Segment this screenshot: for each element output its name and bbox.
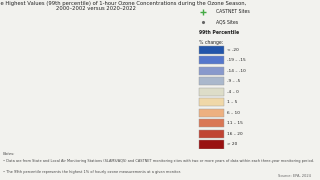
Text: % change:: % change: [199,40,223,45]
Text: 11 – 15: 11 – 15 [227,122,243,125]
FancyBboxPatch shape [199,140,224,148]
Text: -4 – 0: -4 – 0 [227,90,239,94]
Text: 1 – 5: 1 – 5 [227,100,237,104]
FancyBboxPatch shape [199,46,224,54]
FancyBboxPatch shape [199,56,224,64]
Text: AQS Sites: AQS Sites [216,19,238,24]
Text: > 20: > 20 [227,143,237,147]
Text: 2000–2002 versus 2020–2022: 2000–2002 versus 2020–2022 [56,6,136,11]
Text: Source: EPA, 2024: Source: EPA, 2024 [277,174,310,178]
Text: < -20: < -20 [227,48,239,52]
Text: 6 – 10: 6 – 10 [227,111,240,115]
FancyBboxPatch shape [199,119,224,127]
Text: -14 – -10: -14 – -10 [227,69,246,73]
FancyBboxPatch shape [199,130,224,138]
Text: Percent Change in the Highest Values (99th percentile) of 1-hour Ozone Concentra: Percent Change in the Highest Values (99… [0,1,247,6]
FancyBboxPatch shape [199,109,224,117]
FancyBboxPatch shape [199,77,224,85]
Text: -9 – -5: -9 – -5 [227,79,240,83]
Text: -19 – -15: -19 – -15 [227,58,246,62]
Text: CASTNET Sites: CASTNET Sites [216,9,250,14]
FancyBboxPatch shape [199,67,224,75]
Text: • Data are from State and Local Air Monitoring Stations (SLAMS/AQS) and CASTNET : • Data are from State and Local Air Moni… [3,159,314,163]
FancyBboxPatch shape [199,98,224,106]
Text: • The 99th percentile represents the highest 1% of hourly ozone measurements at : • The 99th percentile represents the hig… [3,170,181,174]
FancyBboxPatch shape [199,88,224,96]
Text: 99th Percentile: 99th Percentile [199,30,239,35]
Text: Notes:: Notes: [3,152,16,156]
Text: 16 – 20: 16 – 20 [227,132,243,136]
